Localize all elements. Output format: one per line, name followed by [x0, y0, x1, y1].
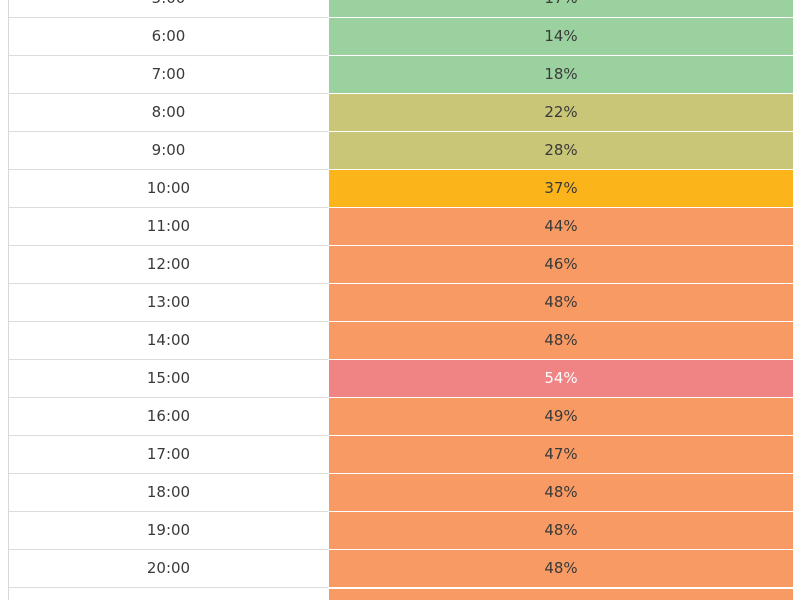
value-cell: 18%	[329, 56, 793, 94]
table-row: 5:0017%	[9, 0, 793, 18]
value-cell: 54%	[329, 360, 793, 398]
time-cell: 11:00	[9, 208, 328, 246]
time-cell: 14:00	[9, 322, 328, 360]
table-row: 20:00 48%	[9, 550, 793, 588]
time-cell: 12:00	[9, 246, 328, 284]
table-row: 6:00 14%	[9, 18, 793, 56]
table-row: 16:00 49%	[9, 398, 793, 436]
table-row: 8:00 22%	[9, 94, 793, 132]
value-cell: 48%	[329, 284, 793, 322]
partial-value-cell	[329, 589, 793, 600]
value-cell: 48%	[329, 322, 793, 360]
value-cell: 17%	[329, 0, 793, 18]
time-cell: 5:00	[9, 0, 328, 18]
value-cell: 48%	[329, 550, 793, 588]
value-cell: 14%	[329, 18, 793, 56]
value-cell: 28%	[329, 132, 793, 170]
table-row: 13:00 48%	[9, 284, 793, 322]
time-cell: 6:00	[9, 18, 328, 56]
time-cell: 16:00	[9, 398, 328, 436]
time-cell: 17:00	[9, 436, 328, 474]
time-cell: 9:00	[9, 132, 328, 170]
data-table: 5:0017%6:0014%7:0018%8:0022%9:0028%10:00…	[8, 0, 793, 600]
table-row: 10:00 37%	[9, 170, 793, 208]
table-row: 9:00 28%	[9, 132, 793, 170]
value-cell: 49%	[329, 398, 793, 436]
table-row: 11:00 44%	[9, 208, 793, 246]
time-cell: 20:00	[9, 550, 328, 588]
time-cell: 10:00	[9, 170, 328, 208]
partial-time-cell	[9, 588, 328, 600]
time-cell: 13:00	[9, 284, 328, 322]
time-cell: 18:00	[9, 474, 328, 512]
value-cell: 37%	[329, 170, 793, 208]
value-cell: 46%	[329, 246, 793, 284]
table-row: 15:00 54%	[9, 360, 793, 398]
table-row: 17:00 47%	[9, 436, 793, 474]
table-row: 19:00 48%	[9, 512, 793, 550]
table-row: 14:00 48%	[9, 322, 793, 360]
value-cell: 47%	[329, 436, 793, 474]
value-cell: 48%	[329, 474, 793, 512]
table-row: 18:00 48%	[9, 474, 793, 512]
time-cell: 19:00	[9, 512, 328, 550]
time-cell: 15:00	[9, 360, 328, 398]
table-row: 7:00 18%	[9, 56, 793, 94]
time-cell: 8:00	[9, 94, 328, 132]
table-row: 12:00 46%	[9, 246, 793, 284]
value-cell: 48%	[329, 512, 793, 550]
value-cell: 44%	[329, 208, 793, 246]
time-cell: 7:00	[9, 56, 328, 94]
value-cell: 22%	[329, 94, 793, 132]
